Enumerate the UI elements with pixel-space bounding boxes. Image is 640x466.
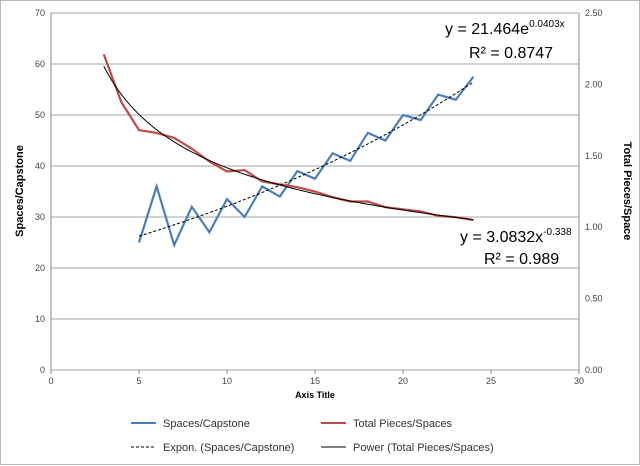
legend-expon-trend: Expon. (Spaces/Capstone): [163, 442, 294, 454]
y2-tick-label: 2.00: [585, 79, 603, 89]
y-tick-label: 70: [35, 8, 45, 18]
x-tick-label: 0: [48, 376, 53, 386]
series-line-1: [102, 54, 474, 222]
y-tick-label: 20: [35, 263, 45, 273]
x-tick-label: 25: [486, 376, 496, 386]
y2-tick-label: 1.50: [585, 151, 603, 161]
x-tick-label: 5: [136, 376, 141, 386]
legend-total-pieces: Total Pieces/Spaces: [353, 418, 453, 430]
x-tick-label: 30: [574, 376, 584, 386]
x-tick-label: 15: [310, 376, 320, 386]
y2-tick-label: 0.00: [585, 365, 603, 375]
power-equation: y = 3.0832x-0.338: [460, 227, 572, 246]
x-axis-title: Axis Title: [295, 390, 335, 400]
y-tick-label: 0: [40, 365, 45, 375]
y2-axis-title: Total Pieces/Space: [621, 142, 633, 241]
trendline-power: [103, 66, 474, 221]
y2-tick-label: 1.00: [585, 222, 603, 232]
exp-r2: R² = 0.8747: [469, 45, 553, 62]
legend: Spaces/Capstone Total Pieces/Spaces Expo…: [131, 418, 494, 454]
y-tick-label: 60: [35, 59, 45, 69]
series-line-0: [137, 76, 475, 249]
y2-tick-label: 2.50: [585, 8, 603, 18]
legend-spaces-capstone: Spaces/Capstone: [163, 418, 250, 430]
legend-power-trend: Power (Total Pieces/Spaces): [353, 442, 494, 454]
x-tick-label: 20: [398, 376, 408, 386]
x-tick-label: 10: [222, 376, 232, 386]
y-tick-label: 30: [35, 212, 45, 222]
y-tick-label: 10: [35, 314, 45, 324]
exp-equation: y = 21.464e0.0403x: [445, 19, 565, 38]
power-r2: R² = 0.989: [484, 251, 559, 268]
y-tick-label: 50: [35, 110, 45, 120]
y-tick-label: 40: [35, 161, 45, 171]
y-axis-title: Spaces/Capstone: [14, 145, 26, 237]
y2-tick-label: 0.50: [585, 294, 603, 304]
